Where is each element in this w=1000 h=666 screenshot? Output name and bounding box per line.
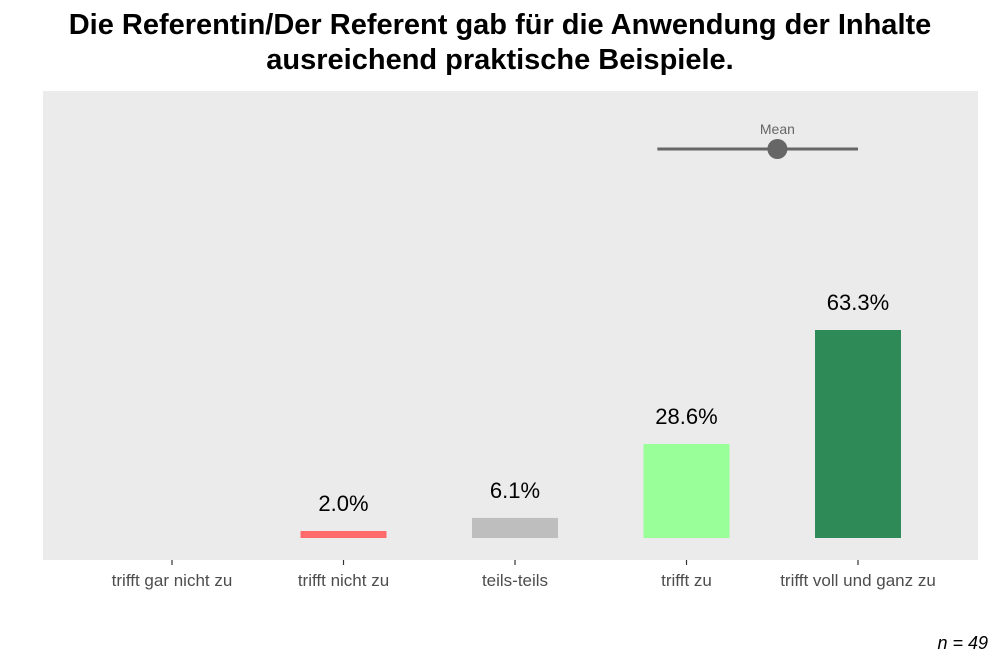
mean-point [767,139,788,159]
bar-1 [300,531,387,538]
bar-2 [472,517,558,538]
x-tick-label-4: trifft voll und ganz zu [780,571,936,590]
value-label-2: 6.1% [490,478,540,503]
x-tick-label-3: trifft zu [661,571,712,590]
bar-4 [815,330,901,538]
sample-size-label: n = 49 [937,633,988,653]
bars-group [300,330,901,538]
x-axis: trifft gar nicht zu trifft nicht zu teils-… [112,560,936,590]
x-tick-label-2: teils-teils [482,571,548,590]
value-label-4: 63.3% [827,290,889,315]
chart-title-line-1: Die Referentin/Der Referent gab für die … [68,9,932,41]
value-labels-group: 2.0% 6.1% 28.6% 63.3% [318,290,889,516]
chart-title-line-2: ausreichend praktische Beispiele. [266,44,734,76]
mean-indicator: Mean [657,121,858,159]
x-tick-label-0: trifft gar nicht zu [112,571,233,590]
chart-title: Die Referentin/Der Referent gab für die … [0,8,1000,78]
value-label-3: 28.6% [655,404,717,429]
mean-label: Mean [760,121,795,137]
bar-3 [643,444,730,538]
value-label-1: 2.0% [318,491,368,516]
x-tick-label-1: trifft nicht zu [298,571,389,590]
